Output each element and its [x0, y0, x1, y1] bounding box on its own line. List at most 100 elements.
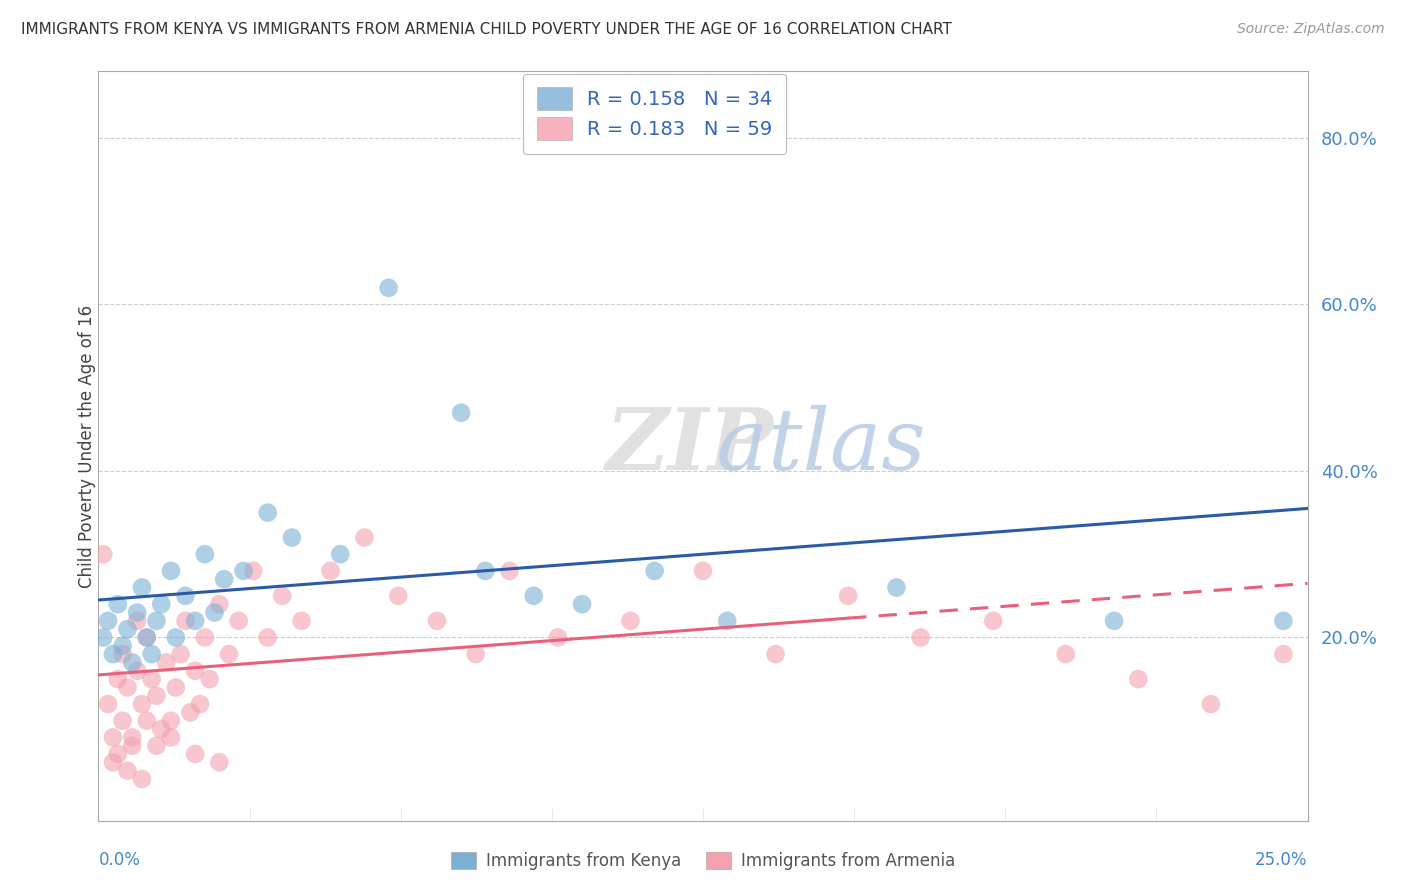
Point — [319, 564, 342, 578]
Point — [101, 647, 124, 661]
Point — [208, 597, 231, 611]
Point — [692, 564, 714, 578]
Point — [135, 631, 157, 645]
Text: ZIP: ZIP — [606, 404, 775, 488]
Point — [111, 639, 134, 653]
Point — [127, 614, 149, 628]
Point — [498, 564, 520, 578]
Y-axis label: Child Poverty Under the Age of 16: Child Poverty Under the Age of 16 — [79, 304, 96, 588]
Point — [837, 589, 859, 603]
Point — [131, 581, 153, 595]
Point — [117, 681, 139, 695]
Point — [256, 631, 278, 645]
Point — [194, 631, 217, 645]
Point — [1272, 647, 1295, 661]
Point — [165, 631, 187, 645]
Point — [571, 597, 593, 611]
Point — [184, 664, 207, 678]
Point — [155, 656, 177, 670]
Point — [131, 772, 153, 786]
Point — [212, 572, 235, 586]
Point — [145, 739, 167, 753]
Point — [141, 647, 163, 661]
Point — [97, 614, 120, 628]
Point — [111, 714, 134, 728]
Text: 25.0%: 25.0% — [1256, 851, 1308, 869]
Point — [271, 589, 294, 603]
Point — [150, 597, 173, 611]
Point — [353, 531, 375, 545]
Point — [232, 564, 254, 578]
Point — [117, 622, 139, 636]
Point — [644, 564, 666, 578]
Point — [188, 697, 211, 711]
Point — [111, 647, 134, 661]
Point — [107, 597, 129, 611]
Point — [145, 614, 167, 628]
Point — [127, 664, 149, 678]
Point — [1054, 647, 1077, 661]
Point — [377, 281, 399, 295]
Point — [117, 764, 139, 778]
Point — [169, 647, 191, 661]
Point — [204, 606, 226, 620]
Point — [107, 672, 129, 686]
Point — [1102, 614, 1125, 628]
Point — [184, 747, 207, 761]
Text: 0.0%: 0.0% — [98, 851, 141, 869]
Point — [150, 722, 173, 736]
Point — [121, 739, 143, 753]
Point — [464, 647, 486, 661]
Point — [160, 731, 183, 745]
Point — [218, 647, 240, 661]
Legend: Immigrants from Kenya, Immigrants from Armenia: Immigrants from Kenya, Immigrants from A… — [444, 845, 962, 877]
Point — [107, 747, 129, 761]
Point — [184, 614, 207, 628]
Point — [97, 697, 120, 711]
Point — [474, 564, 496, 578]
Point — [135, 631, 157, 645]
Point — [387, 589, 409, 603]
Legend: R = 0.158   N = 34, R = 0.183   N = 59: R = 0.158 N = 34, R = 0.183 N = 59 — [523, 73, 786, 153]
Point — [101, 756, 124, 770]
Point — [174, 614, 197, 628]
Point — [160, 564, 183, 578]
Point — [121, 656, 143, 670]
Text: IMMIGRANTS FROM KENYA VS IMMIGRANTS FROM ARMENIA CHILD POVERTY UNDER THE AGE OF : IMMIGRANTS FROM KENYA VS IMMIGRANTS FROM… — [21, 22, 952, 37]
Point — [91, 631, 114, 645]
Point — [281, 531, 304, 545]
Point — [765, 647, 787, 661]
Point — [165, 681, 187, 695]
Point — [910, 631, 932, 645]
Point — [886, 581, 908, 595]
Point — [716, 614, 738, 628]
Text: Source: ZipAtlas.com: Source: ZipAtlas.com — [1237, 22, 1385, 37]
Point — [160, 714, 183, 728]
Point — [1272, 614, 1295, 628]
Point — [198, 672, 221, 686]
Point — [523, 589, 546, 603]
Point — [256, 506, 278, 520]
Point — [242, 564, 264, 578]
Point — [135, 714, 157, 728]
Point — [1128, 672, 1150, 686]
Point — [426, 614, 449, 628]
Point — [91, 547, 114, 561]
Point — [127, 606, 149, 620]
Text: atlas: atlas — [607, 405, 927, 487]
Point — [174, 589, 197, 603]
Point — [547, 631, 569, 645]
Point — [145, 689, 167, 703]
Point — [228, 614, 250, 628]
Point — [101, 731, 124, 745]
Point — [1199, 697, 1222, 711]
Point — [131, 697, 153, 711]
Point — [981, 614, 1004, 628]
Point — [619, 614, 641, 628]
Point — [208, 756, 231, 770]
Point — [179, 706, 201, 720]
Point — [141, 672, 163, 686]
Point — [450, 406, 472, 420]
Point — [194, 547, 217, 561]
Point — [121, 731, 143, 745]
